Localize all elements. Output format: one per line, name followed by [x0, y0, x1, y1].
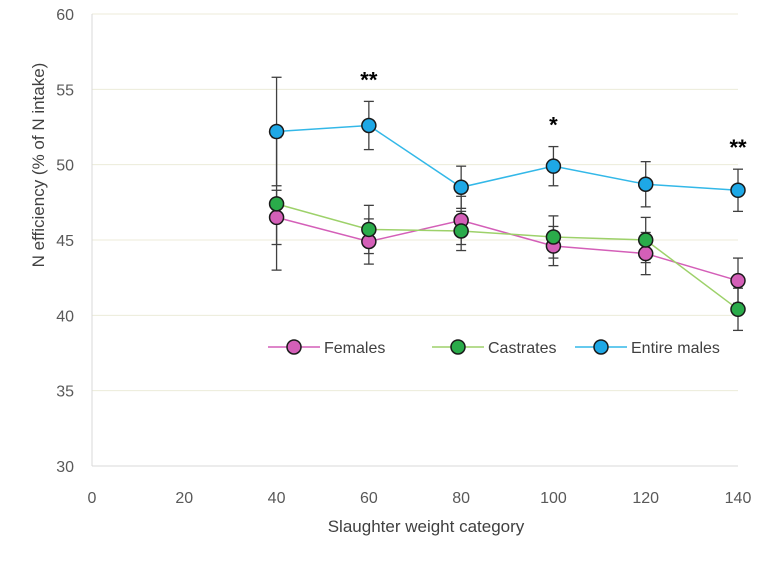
y-tick-label: 40 — [56, 308, 74, 325]
y-axis-title: N efficiency (% of N intake) — [29, 63, 48, 268]
significance-annotations: ***** — [360, 67, 747, 160]
axes — [91, 14, 738, 467]
significance-marker: * — [549, 113, 558, 138]
data-point-series-2 — [453, 179, 469, 196]
x-tick-labels: 0 20 40 60 80 100 120 140 — [88, 490, 752, 507]
series-line-1 — [276, 203, 739, 310]
y-tick-label: 35 — [56, 384, 74, 401]
data-point-series-2 — [730, 182, 746, 199]
series-lines — [276, 124, 739, 310]
significance-marker: ** — [360, 67, 378, 92]
data-point-series-2 — [545, 158, 562, 174]
data-point-series-1 — [453, 223, 469, 239]
data-points — [268, 117, 746, 318]
x-tick-label: 60 — [360, 490, 378, 507]
x-tick-label: 80 — [452, 490, 470, 507]
error-bars — [271, 76, 743, 332]
data-point-series-2 — [637, 176, 654, 193]
data-point-series-1 — [268, 196, 285, 212]
legend-label-1: Castrates — [488, 340, 556, 357]
x-tick-label: 100 — [540, 490, 567, 507]
x-tick-label: 140 — [725, 490, 752, 507]
legend-label-2: Entire males — [631, 340, 720, 357]
series-line-0 — [276, 216, 739, 282]
x-tick-label: 40 — [268, 490, 286, 507]
data-point-series-0 — [730, 272, 746, 289]
legend-marker-0 — [286, 339, 302, 355]
data-point-series-1 — [637, 232, 654, 248]
legend-marker-1 — [450, 339, 466, 355]
data-point-series-0 — [637, 245, 654, 262]
data-point-series-2 — [268, 123, 285, 140]
x-tick-label: 20 — [175, 490, 193, 507]
x-tick-label: 120 — [632, 490, 659, 507]
legend-label-0: Females — [324, 340, 385, 357]
y-tick-label: 60 — [56, 7, 74, 24]
y-tick-label: 30 — [56, 459, 74, 476]
x-axis-title: Slaughter weight category — [328, 517, 525, 536]
y-tick-labels: 30 35 40 45 50 55 60 — [56, 7, 74, 476]
legend: Females Castrates Entire males — [268, 339, 720, 357]
data-point-series-2 — [361, 117, 377, 134]
data-point-series-1 — [545, 229, 562, 245]
legend-marker-2 — [593, 339, 609, 355]
significance-marker: ** — [729, 135, 747, 160]
y-tick-label: 45 — [56, 233, 74, 250]
gridlines — [92, 13, 738, 392]
y-tick-label: 55 — [56, 82, 74, 99]
x-tick-label: 0 — [88, 490, 97, 507]
data-point-series-0 — [268, 209, 285, 226]
data-point-series-1 — [361, 221, 377, 238]
data-point-series-1 — [730, 301, 746, 318]
y-tick-label: 50 — [56, 158, 74, 175]
series-line-2 — [276, 124, 739, 192]
